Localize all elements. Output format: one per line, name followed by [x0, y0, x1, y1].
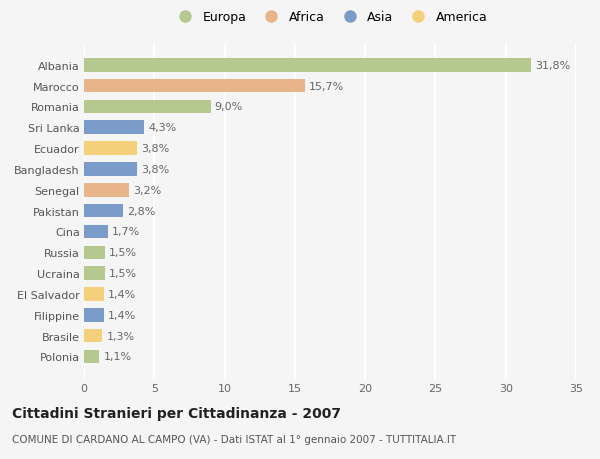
Bar [84, 204, 124, 218]
Bar [84, 79, 305, 93]
Text: 2,8%: 2,8% [128, 206, 156, 216]
Text: 1,7%: 1,7% [112, 227, 140, 237]
Bar [84, 59, 531, 73]
Text: COMUNE DI CARDANO AL CAMPO (VA) - Dati ISTAT al 1° gennaio 2007 - TUTTITALIA.IT: COMUNE DI CARDANO AL CAMPO (VA) - Dati I… [12, 434, 456, 444]
Text: 1,1%: 1,1% [104, 352, 132, 362]
Bar [84, 142, 137, 156]
Bar [84, 308, 104, 322]
Text: 3,8%: 3,8% [142, 144, 170, 154]
Text: 3,2%: 3,2% [133, 185, 161, 196]
Bar [84, 350, 100, 364]
Bar [84, 267, 105, 280]
Text: 1,4%: 1,4% [108, 289, 136, 299]
Legend: Europa, Africa, Asia, America: Europa, Africa, Asia, America [172, 11, 488, 24]
Bar [84, 184, 129, 197]
Bar [84, 225, 108, 239]
Bar [84, 163, 137, 176]
Text: 9,0%: 9,0% [215, 102, 243, 112]
Text: 3,8%: 3,8% [142, 165, 170, 174]
Text: 1,3%: 1,3% [106, 331, 134, 341]
Bar [84, 121, 145, 135]
Text: 4,3%: 4,3% [149, 123, 177, 133]
Text: 1,5%: 1,5% [109, 269, 137, 279]
Text: 15,7%: 15,7% [309, 81, 344, 91]
Bar [84, 329, 102, 343]
Text: 1,5%: 1,5% [109, 248, 137, 257]
Text: 1,4%: 1,4% [108, 310, 136, 320]
Text: 31,8%: 31,8% [535, 61, 571, 71]
Bar [84, 287, 104, 301]
Bar [84, 101, 211, 114]
Bar [84, 246, 105, 259]
Text: Cittadini Stranieri per Cittadinanza - 2007: Cittadini Stranieri per Cittadinanza - 2… [12, 406, 341, 420]
